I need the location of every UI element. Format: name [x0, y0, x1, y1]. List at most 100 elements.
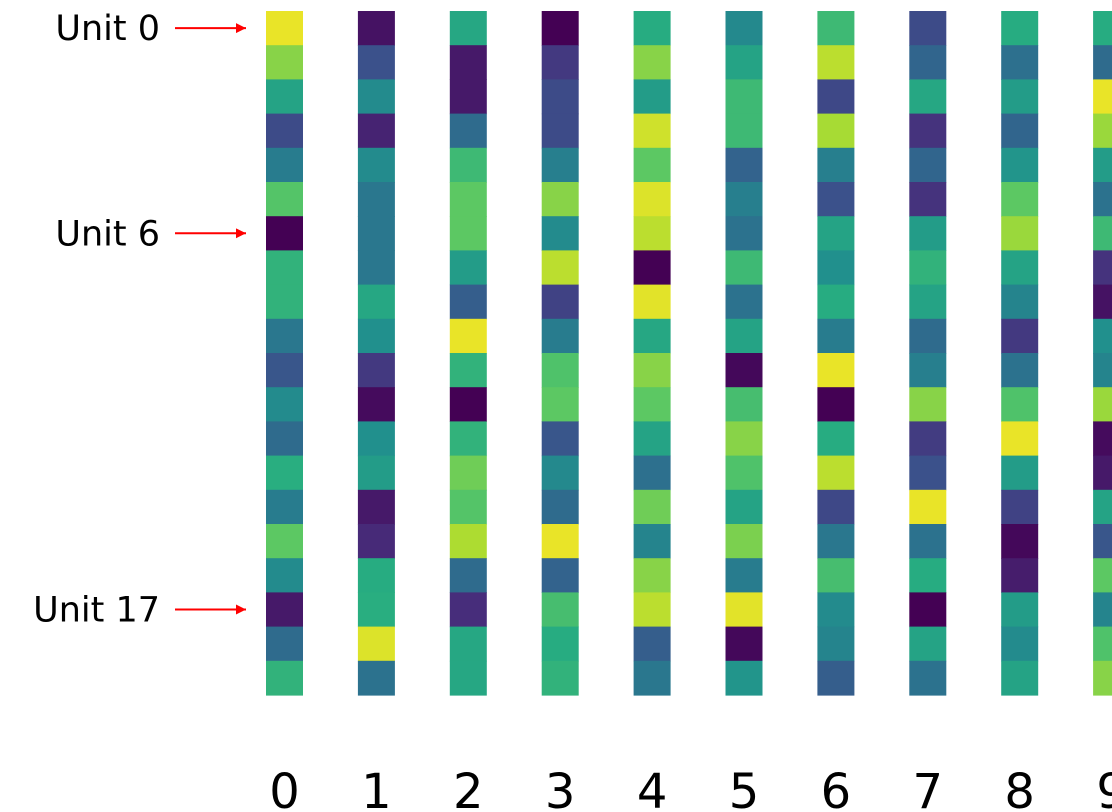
heatmap-cell [266, 45, 303, 80]
heatmap-cell [633, 182, 671, 217]
heatmap-cell [725, 45, 763, 80]
heatmap-cell [541, 353, 579, 388]
heatmap-cells [266, 11, 1112, 696]
annotation-label: Unit 0 [55, 9, 160, 49]
heatmap-cell [633, 353, 671, 388]
heatmap-cell [1093, 353, 1112, 388]
heatmap-cell [909, 353, 947, 388]
heatmap-cell [909, 660, 947, 696]
heatmap-cell [817, 284, 855, 320]
heatmap-cell [266, 626, 303, 662]
column-tick-label: 6 [821, 764, 852, 812]
heatmap-cell [449, 660, 487, 696]
heatmap-cell [909, 113, 947, 149]
heatmap-cell [725, 626, 763, 662]
heatmap-cell [1093, 626, 1112, 662]
heatmap-cell [357, 387, 395, 422]
heatmap-cell [357, 182, 395, 217]
heatmap-cell [633, 592, 671, 628]
column-tick-labels: 0 1 2 3 4 5 6 7 8 9 [269, 764, 1112, 812]
heatmap-cell [357, 660, 395, 696]
heatmap-cell [633, 147, 671, 183]
heatmap-cell [541, 216, 579, 251]
heatmap-cell [1093, 79, 1112, 115]
heatmap-cell [1001, 353, 1039, 388]
heatmap-cell [633, 79, 671, 115]
heatmap-cell [1001, 489, 1039, 525]
heatmap-cell [817, 626, 855, 662]
heatmap-cell [449, 592, 487, 628]
heatmap-cell [266, 284, 303, 320]
heatmap-cell [357, 79, 395, 115]
heatmap-cell [1093, 182, 1112, 217]
column-tick-label: 4 [637, 764, 668, 812]
heatmap-cell [817, 250, 855, 286]
heatmap-cell [725, 113, 763, 149]
heatmap-cell [541, 421, 579, 457]
heatmap-cell [1001, 113, 1039, 149]
heatmap-cell [266, 11, 303, 46]
heatmap-cell [266, 250, 303, 286]
heatmap-cell [541, 250, 579, 286]
heatmap-cell [817, 421, 855, 457]
heatmap-cell [725, 182, 763, 217]
heatmap-cell [449, 387, 487, 422]
heatmap-cell [357, 45, 395, 80]
heatmap-cell [541, 387, 579, 422]
column-tick-label: 5 [729, 764, 760, 812]
heatmap-cell [357, 11, 395, 46]
heatmap-cell [817, 216, 855, 251]
heatmap-cell [1093, 216, 1112, 251]
heatmap-cell [909, 489, 947, 525]
heatmap-cell [266, 489, 303, 525]
heatmap-cell [266, 387, 303, 422]
heatmap-cell [817, 147, 855, 183]
heatmap-cell [633, 284, 671, 320]
heatmap-cell [1001, 79, 1039, 115]
heatmap-cell [1001, 455, 1039, 491]
heatmap-cell [725, 421, 763, 457]
heatmap-cell [1001, 421, 1039, 457]
heatmap-cell [449, 626, 487, 662]
heatmap-cell [357, 284, 395, 320]
heatmap-cell [909, 11, 947, 46]
heatmap-cell [725, 592, 763, 628]
heatmap-cell [449, 489, 487, 525]
heatmap-cell [266, 113, 303, 149]
heatmap-cell [817, 524, 855, 559]
heatmap-cell [725, 558, 763, 593]
heatmap-cell [357, 147, 395, 183]
heatmap-cell [1001, 592, 1039, 628]
heatmap-cell [357, 250, 395, 286]
heatmap-cell [817, 660, 855, 696]
heatmap-cell [1001, 387, 1039, 422]
column-tick-label: 0 [269, 764, 300, 812]
heatmap-cell [1093, 11, 1112, 46]
heatmap-cell [449, 250, 487, 286]
heatmap-cell [633, 11, 671, 46]
heatmap-cell [1001, 318, 1039, 354]
heatmap-cell [266, 318, 303, 354]
heatmap-cell [725, 216, 763, 251]
heatmap-cell [633, 250, 671, 286]
heatmap-cell [909, 284, 947, 320]
heatmap-cell [1093, 250, 1112, 286]
heatmap-cell [633, 524, 671, 559]
column-tick-label: 3 [545, 764, 576, 812]
heatmap-cell [725, 79, 763, 115]
heatmap-cell [266, 147, 303, 183]
heatmap-cell [817, 79, 855, 115]
heatmap-cell [633, 558, 671, 593]
heatmap-cell [1093, 421, 1112, 457]
heatmap-cell [725, 489, 763, 525]
heatmap-cell [541, 626, 579, 662]
column-tick-label: 9 [1096, 764, 1112, 812]
heatmap-cell [817, 353, 855, 388]
heatmap-cell [633, 45, 671, 80]
heatmap-cell [266, 455, 303, 491]
heatmap-cell [1001, 660, 1039, 696]
heatmap-cell [449, 558, 487, 593]
heatmap-cell [633, 455, 671, 491]
heatmap-cell [266, 79, 303, 115]
heatmap-cell [541, 455, 579, 491]
